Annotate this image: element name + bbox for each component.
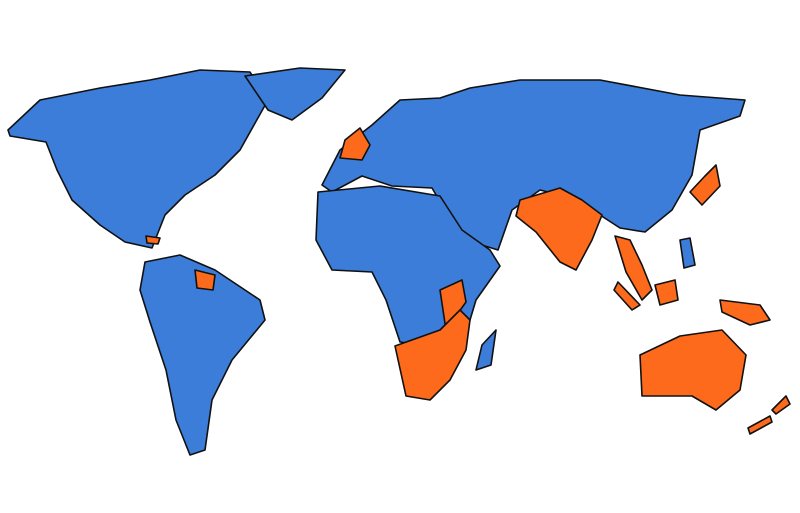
region-united-kingdom-ireland: [339, 127, 371, 161]
region-new-zealand: [771, 395, 791, 415]
region-indonesia: [719, 299, 771, 326]
region-indonesia: [613, 281, 641, 311]
region-southern-africa: [394, 309, 471, 401]
region-philippines: [679, 237, 696, 269]
region-australia: [639, 329, 747, 411]
region-madagascar: [475, 329, 497, 371]
region-south-america: [139, 254, 266, 456]
region-indonesia: [654, 279, 679, 306]
region-southeast-asia-mainland: [614, 235, 653, 301]
region-north-america: [7, 69, 269, 249]
region-guyana-suriname: [194, 269, 216, 291]
region-greenland: [244, 67, 346, 121]
region-caribbean-islands: [145, 235, 161, 245]
region-south-asia: [515, 187, 603, 271]
region-east-africa: [439, 279, 467, 331]
region-japan: [689, 164, 721, 206]
region-new-zealand: [747, 415, 773, 435]
